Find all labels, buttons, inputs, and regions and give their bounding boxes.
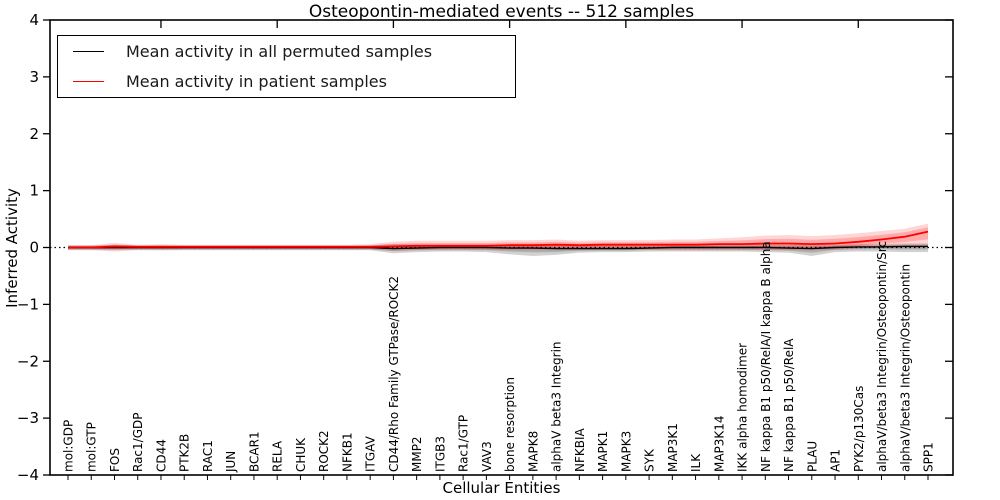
x-tick-label: PLAU xyxy=(805,441,819,472)
x-tick-label: NFKBIA xyxy=(573,427,587,472)
x-tick-label: VAV3 xyxy=(480,441,494,472)
x-tick-label: alphaV/beta3 Integrin/Osteopontin xyxy=(898,264,912,472)
y-tick-label: −3 xyxy=(17,409,39,427)
x-tick-label: NF kappa B1 p50/RelA/I kappa B alpha xyxy=(759,241,773,472)
x-tick-label: ITGB3 xyxy=(433,436,447,472)
legend-line-red xyxy=(73,81,104,82)
legend-label-patient: Mean activity in patient samples xyxy=(126,72,387,91)
y-tick-label: 2 xyxy=(29,125,39,143)
x-tick-label: Rac1/GTP xyxy=(457,415,471,472)
x-tick-label: alphaV beta3 Integrin xyxy=(550,341,564,472)
legend-label-permuted: Mean activity in all permuted samples xyxy=(126,42,433,61)
x-tick-label: Rac1/GDP xyxy=(131,413,145,472)
patient-mean-line xyxy=(68,230,929,249)
y-tick-label: 4 xyxy=(29,11,39,29)
x-tick-label: CD44/Rho Family GTPase/ROCK2 xyxy=(387,276,401,472)
x-axis-label: Cellular Entities xyxy=(442,479,561,497)
x-tick-label: ILK xyxy=(689,453,703,472)
x-tick-label: MAPK8 xyxy=(526,431,540,472)
y-tick-label: −1 xyxy=(17,295,39,313)
x-tick-label: MAPK1 xyxy=(596,431,610,472)
x-tick-label: PYK2/p130Cas xyxy=(852,386,866,472)
x-tick-label: MMP2 xyxy=(410,436,424,472)
y-tick-label: 0 xyxy=(29,239,39,257)
x-tick-label: NFKB1 xyxy=(340,432,354,472)
x-tick-label: ITGAV xyxy=(364,435,378,472)
x-tick-label: FOS xyxy=(108,448,122,472)
legend-line-black xyxy=(73,51,104,52)
y-tick-label: −2 xyxy=(17,352,39,370)
x-tick-label: IKK alpha homodimer xyxy=(736,343,750,472)
y-tick-label: 1 xyxy=(29,182,39,200)
x-tick-label: mol:GTP xyxy=(85,422,99,472)
x-tick-label: SYK xyxy=(643,448,657,472)
x-tick-label: bone resorption xyxy=(503,377,517,472)
x-tick-label: MAP3K1 xyxy=(666,423,680,472)
x-tick-label: MAPK3 xyxy=(619,431,633,472)
chart-title: Osteopontin-mediated events -- 512 sampl… xyxy=(308,2,695,22)
x-tick-label: AP1 xyxy=(829,449,843,472)
x-tick-label: RAC1 xyxy=(201,440,215,472)
legend-item-patient: Mean activity in patient samples xyxy=(58,67,515,96)
x-tick-label: alphaV/beta3 Integrin/Osteopontin/Src xyxy=(875,241,889,472)
x-tick-label: PTK2B xyxy=(178,434,192,472)
x-tick-label: CHUK xyxy=(294,437,308,472)
x-tick-label: mol:GDP xyxy=(62,420,76,472)
x-tick-label: CD44 xyxy=(154,439,168,472)
x-tick-label: NF kappa B1 p50/RelA xyxy=(782,338,796,472)
x-tick-label: ROCK2 xyxy=(317,430,331,472)
x-tick-label: BCAR1 xyxy=(247,431,261,472)
x-tick-label: SPP1 xyxy=(922,442,936,472)
x-tick-label: RELA xyxy=(271,440,285,472)
y-axis-label: Inferred Activity xyxy=(3,188,21,308)
x-tick-label: JUN xyxy=(224,451,238,473)
x-tick-label: MAP3K14 xyxy=(712,415,726,472)
legend: Mean activity in all permuted samples Me… xyxy=(57,35,516,98)
legend-item-permuted: Mean activity in all permuted samples xyxy=(58,37,515,66)
y-tick-label: 3 xyxy=(29,68,39,86)
y-tick-label: −4 xyxy=(17,466,39,484)
